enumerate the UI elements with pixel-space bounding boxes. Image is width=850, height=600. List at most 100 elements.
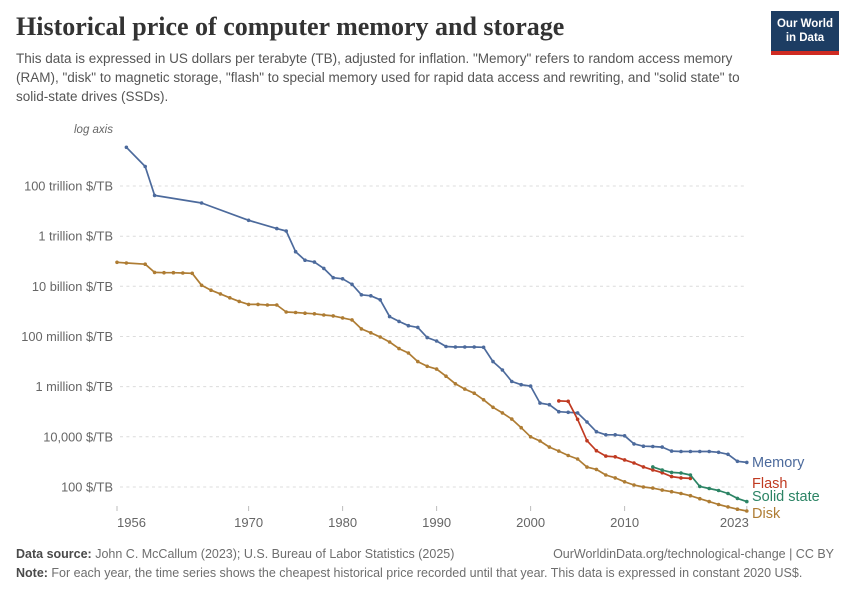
data-point-disk [143,262,147,267]
data-point-memory [387,314,392,319]
data-point-memory [716,450,721,455]
data-point-disk [651,486,655,490]
y-axis-tick-label: 10,000 $/TB [43,429,113,444]
data-point-disk [369,331,373,335]
data-point-disk [228,296,232,300]
data-point-memory [613,433,617,437]
data-point-flash [575,417,580,422]
data-point-memory [453,345,458,349]
data-point-memory [124,145,129,150]
data-point-memory [594,429,599,434]
data-point-flash [604,454,608,458]
data-point-disk [434,367,439,371]
data-point-disk [275,303,279,307]
data-point-memory [575,411,580,415]
data-point-memory [463,345,467,349]
data-point-disk [397,346,401,351]
data-point-memory [293,249,298,254]
owid-logo[interactable]: Our World in Data [771,11,839,55]
data-source-text: John C. McCallum (2023); U.S. Bureau of … [91,547,455,561]
chart-note: Note: For each year, the time series sho… [16,566,834,580]
series-label-disk[interactable]: Disk [752,506,781,522]
data-point-disk [594,467,599,472]
data-point-memory [434,339,439,343]
note-text: For each year, the time series shows the… [47,566,803,580]
data-point-memory [378,298,383,302]
data-point-memory [528,384,533,388]
data-point-disk [481,398,486,402]
data-point-flash [660,470,664,475]
license-link[interactable]: OurWorldinData.org/technological-change … [553,547,834,561]
data-point-memory [152,193,157,198]
data-point-memory [632,442,636,446]
data-point-flash [566,399,570,404]
y-axis-tick-label: 100 million $/TB [21,329,113,344]
data-point-solid-state [735,496,740,501]
data-point-disk [359,327,364,331]
data-point-disk [152,270,157,275]
x-axis-tick-label: 1956 [117,515,146,530]
data-point-disk [585,465,589,469]
data-point-solid-state [651,465,655,469]
data-point-disk [491,405,495,410]
data-source-label: Data source: [16,547,92,561]
data-point-disk [557,449,561,453]
data-point-disk [190,271,194,276]
data-point-memory [481,345,486,350]
data-point-disk [453,382,458,386]
data-point-disk [350,318,354,322]
data-point-memory [622,434,627,438]
data-point-memory [444,344,448,349]
data-point-memory [669,449,674,453]
data-point-memory [331,275,336,280]
data-point-memory [406,323,411,328]
data-point-disk [519,425,523,430]
data-point-disk [124,261,129,265]
data-point-disk [293,310,298,315]
data-point-memory [538,401,542,405]
y-axis-tick-label: 100 trillion $/TB [24,179,113,194]
data-point-memory [500,368,505,372]
data-point-solid-state [669,470,674,475]
data-point-memory [340,277,345,281]
data-point-memory [246,218,251,223]
data-point-memory [303,258,307,263]
data-point-flash [594,448,599,453]
data-point-disk [613,476,617,480]
data-point-disk [199,283,204,288]
data-source: Data source: John C. McCallum (2023); U.… [16,547,454,561]
x-axis-tick-label: 2010 [610,515,639,530]
data-point-memory [491,359,495,364]
data-point-disk [604,473,608,477]
data-point-memory [397,319,401,324]
series-line-solid-state [651,466,748,503]
data-point-disk [622,480,627,484]
data-point-solid-state [688,473,693,477]
series-label-solid-state[interactable]: Solid state [752,489,820,505]
data-point-disk [162,270,166,275]
data-point-disk [284,310,289,314]
data-point-memory [143,164,147,169]
note-label: Note: [16,566,48,580]
series-label-flash[interactable]: Flash [752,476,787,492]
data-point-memory [707,449,711,454]
data-point-disk [679,491,683,496]
data-point-disk [528,435,533,439]
data-point-memory [312,260,317,264]
data-point-memory [350,282,354,287]
data-point-solid-state [726,491,730,496]
data-point-disk [735,507,740,512]
data-point-solid-state [660,468,664,472]
data-point-memory [519,382,523,387]
data-point-disk [115,260,119,265]
data-point-disk [669,489,674,494]
data-point-disk [716,502,721,507]
series-label-memory[interactable]: Memory [752,455,805,471]
data-point-memory [745,460,749,465]
data-point-disk [688,493,693,498]
x-axis-tick-label: 1990 [422,515,451,530]
y-axis-tick-label: 100 $/TB [61,480,113,495]
data-point-memory [557,409,561,414]
data-point-flash [632,461,636,465]
data-point-disk [660,488,664,492]
